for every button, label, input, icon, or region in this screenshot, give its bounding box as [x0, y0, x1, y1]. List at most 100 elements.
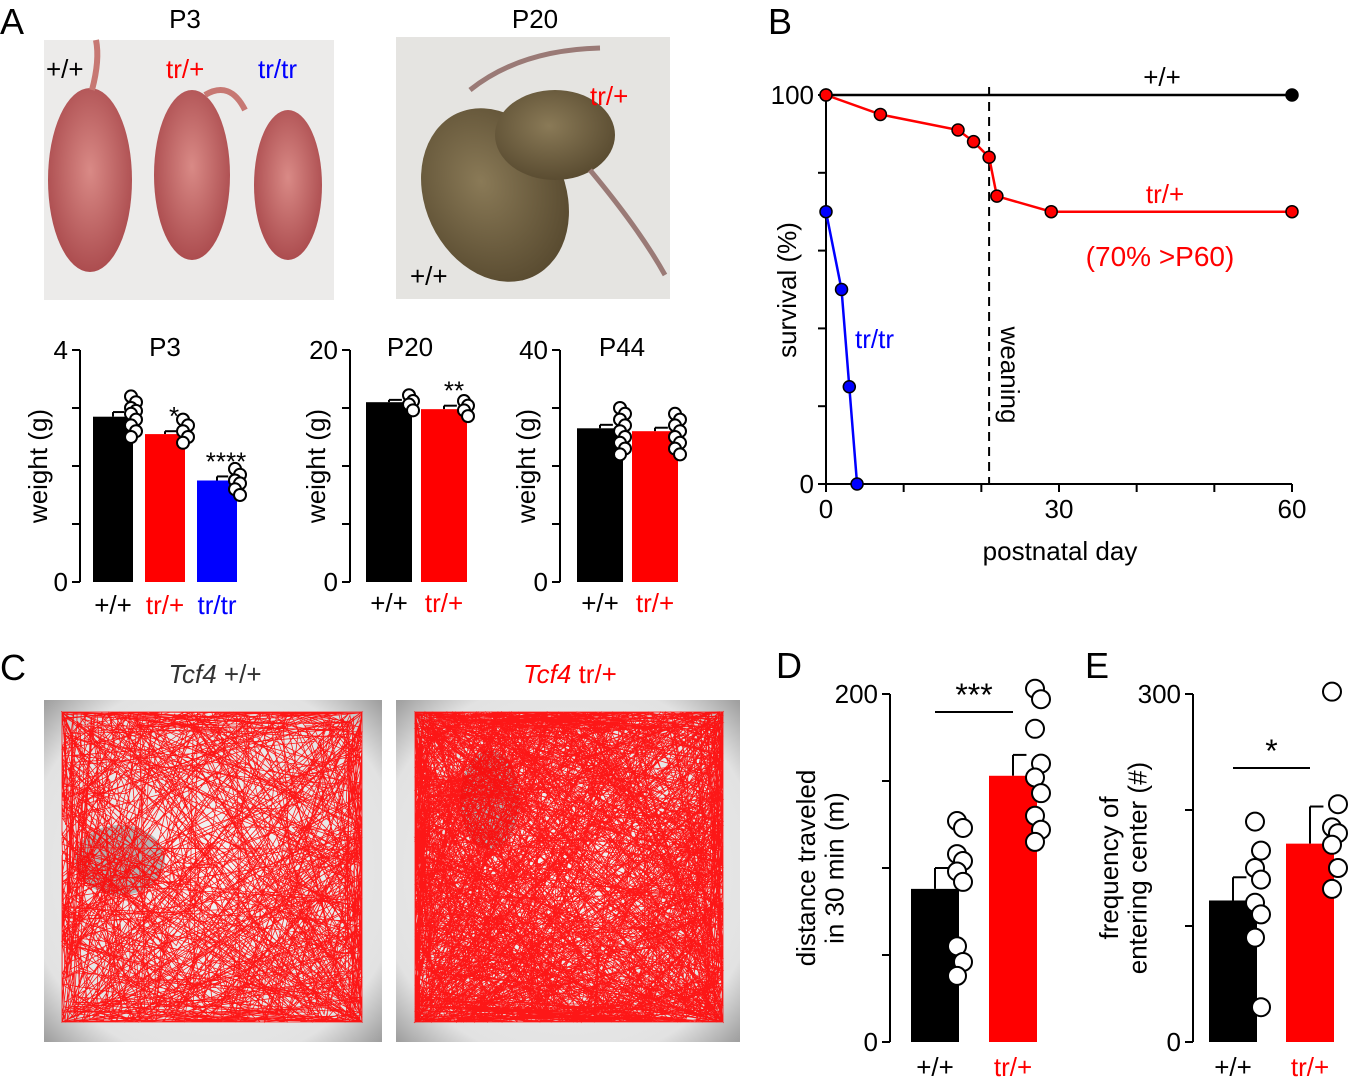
significance-label: **	[444, 376, 464, 406]
data-point	[873, 107, 888, 122]
y-axis-label: entering center (#)	[1123, 762, 1153, 974]
photo-p20-mice	[396, 37, 670, 299]
y-tick-label: 300	[1138, 679, 1181, 709]
data-point	[834, 282, 849, 297]
data-point	[406, 403, 420, 418]
x-tick-label: 0	[819, 494, 833, 524]
track-title-het: Tcf4 tr/+	[523, 659, 617, 689]
bar	[1209, 900, 1257, 1042]
data-point	[461, 409, 475, 424]
data-point	[233, 488, 247, 502]
y-tick-label: 0	[324, 567, 338, 597]
movement-track	[60, 710, 364, 1024]
series-label: tr/tr	[855, 324, 894, 354]
photo-title-p20: P20	[512, 4, 558, 34]
data-point	[982, 150, 996, 164]
significance-label: *	[1265, 733, 1277, 769]
data-point	[1044, 204, 1058, 219]
significance-label: ***	[955, 677, 992, 713]
data-point	[1025, 718, 1045, 739]
data-point	[842, 380, 857, 394]
significance-label: ****	[206, 446, 246, 476]
y-tick-label: 200	[835, 679, 878, 709]
series-label: tr/+	[1146, 179, 1184, 209]
category-label: tr/+	[636, 588, 674, 618]
x-axis-label: postnatal day	[983, 536, 1138, 566]
chart-b-survival: 0 100 0 30 60 postnatal day survival (%) weanin…	[771, 62, 1307, 566]
y-tick-label: 0	[1167, 1027, 1181, 1057]
data-point	[1285, 204, 1299, 219]
y-axis-label: weight (g)	[23, 409, 53, 524]
series-line	[824, 211, 859, 485]
y-tick-label: 4	[54, 335, 68, 365]
photo-label-het-p20: tr/+	[590, 81, 628, 111]
y-axis-label: weight (g)	[301, 409, 331, 524]
x-tick-label: 60	[1278, 494, 1307, 524]
category-label: tr/+	[425, 588, 463, 618]
chart-title: P3	[149, 332, 181, 362]
data-point	[1031, 783, 1051, 804]
chart-title: P20	[387, 332, 433, 362]
data-point	[1328, 858, 1348, 878]
data-point	[1328, 794, 1348, 815]
y-tick-label: 20	[309, 335, 338, 365]
y-tick-label: 40	[519, 335, 548, 365]
bar	[632, 431, 678, 582]
svg-text:Tcf4 +/+: Tcf4 +/+	[168, 659, 261, 689]
photo-label-hom: tr/tr	[258, 54, 297, 84]
panel-letter-e: E	[1085, 645, 1109, 686]
series-label: +/+	[1143, 62, 1181, 92]
y-tick-label: 0	[864, 1027, 878, 1057]
y-tick-label: 0	[54, 567, 68, 597]
category-label: +/+	[1214, 1052, 1252, 1078]
data-point	[673, 447, 687, 462]
data-point	[1251, 869, 1271, 890]
series-line	[825, 93, 1292, 213]
bar	[366, 402, 412, 582]
panel-letter-c: C	[0, 647, 26, 688]
bar	[145, 434, 185, 582]
panel-letter-a: A	[0, 1, 24, 42]
series-note: (70% >P60)	[1086, 241, 1235, 272]
data-point	[1322, 878, 1342, 899]
track-arena-het	[396, 700, 740, 1042]
category-label: tr/+	[1291, 1052, 1329, 1078]
photo-title-p3: P3	[169, 4, 201, 34]
data-point	[1251, 840, 1271, 861]
data-point	[1251, 997, 1271, 1018]
y-axis-label: frequency of	[1094, 796, 1124, 940]
annotation-label: weaning	[995, 326, 1025, 424]
y-axis-label: survival (%)	[772, 222, 802, 358]
category-label: +/+	[370, 588, 408, 618]
chart-a-p44: 0 40 weight (g) P44 +/+ tr/+	[511, 332, 687, 618]
data-point	[947, 965, 967, 986]
y-axis-label: distance traveled	[791, 770, 821, 967]
data-point	[1031, 689, 1051, 710]
chart-a-p20: 0 20 weight (g) P20 +/+ tr/+ **	[301, 332, 475, 618]
bar	[197, 480, 237, 582]
chart-title: P44	[599, 332, 645, 362]
movement-track	[413, 710, 725, 1024]
data-point	[953, 817, 973, 838]
chart-a-p3: 0 4 weight (g) P3 +/+ tr/+ * tr/tr ****	[23, 332, 247, 620]
data-point	[951, 123, 965, 137]
track-arena-wt	[44, 700, 382, 1042]
data-point	[1322, 834, 1342, 855]
photo-label-wt-p20: +/+	[410, 261, 448, 291]
category-label: tr/+	[994, 1052, 1032, 1078]
data-point	[819, 204, 833, 219]
data-point	[1251, 904, 1271, 925]
data-point	[1322, 681, 1342, 702]
x-tick-label: 30	[1045, 494, 1074, 524]
data-point	[124, 430, 138, 444]
y-tick-label: 100	[771, 80, 814, 110]
data-point	[990, 189, 1004, 203]
data-point	[613, 447, 627, 462]
y-axis-label: weight (g)	[511, 409, 541, 524]
panel-letter-b: B	[768, 1, 792, 42]
photo-p3-pups	[44, 39, 334, 300]
y-axis-label: in 30 min (m)	[820, 792, 850, 944]
data-point	[966, 134, 981, 149]
